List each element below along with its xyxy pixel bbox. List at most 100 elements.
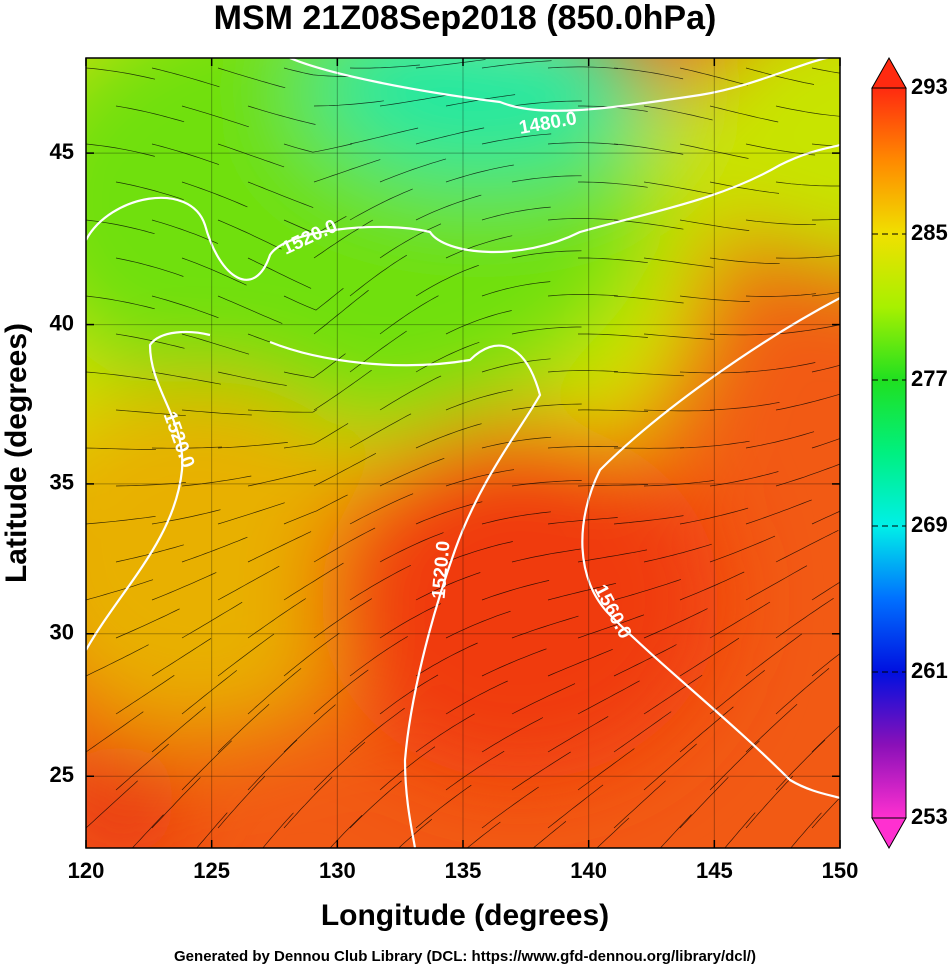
- streamline: [613, 515, 684, 525]
- streamline: [217, 703, 270, 753]
- x-tick-label: 140: [570, 858, 607, 883]
- streamline: [217, 143, 285, 168]
- streamline: [578, 333, 648, 338]
- streamline: [151, 706, 206, 753]
- streamline: [151, 143, 220, 165]
- streamline: [613, 711, 672, 753]
- streamline: [379, 375, 442, 411]
- streamline: [547, 446, 619, 449]
- contour: [86, 330, 211, 651]
- streamline: [415, 501, 483, 525]
- streamline: [613, 371, 684, 377]
- streamline: [151, 219, 219, 244]
- streamline: [577, 549, 647, 563]
- streamline: [547, 582, 617, 601]
- streamline: [547, 142, 618, 145]
- streamline: [181, 536, 248, 563]
- streamline: [415, 713, 475, 753]
- streamline: [679, 440, 750, 449]
- streamline: [578, 181, 648, 188]
- streamline: [196, 812, 228, 848]
- streamline: [217, 565, 280, 601]
- streamline: [217, 295, 283, 324]
- x-tick-label: 135: [445, 858, 482, 883]
- streamline: [115, 675, 175, 715]
- streamline: [709, 535, 776, 563]
- streamline: [613, 579, 682, 601]
- streamline: [349, 564, 411, 601]
- streamline: [643, 480, 714, 487]
- streamline: [775, 598, 834, 639]
- streamline: [775, 105, 840, 117]
- streamline: [151, 446, 223, 449]
- streamline: [445, 235, 513, 259]
- streamline: [709, 670, 765, 715]
- colorbar-extend: [871, 56, 907, 89]
- streamline: [313, 598, 372, 639]
- streamline: [415, 194, 482, 221]
- streamline: [745, 499, 812, 525]
- streamline: [86, 67, 156, 80]
- streamline: [415, 341, 480, 373]
- colorbar-tick-label: 261: [911, 658, 948, 683]
- streamline: [679, 219, 750, 231]
- streamline: [379, 295, 439, 335]
- streamline: [745, 219, 816, 226]
- streamline: [181, 601, 243, 639]
- streamline: [481, 133, 552, 145]
- streamline: [151, 295, 219, 319]
- streamline: [811, 67, 840, 74]
- colorbar-tick-label: 253: [911, 804, 948, 829]
- streamline: [181, 475, 252, 487]
- streamline: [283, 704, 336, 753]
- x-tick-label: 150: [822, 858, 859, 883]
- streamline: [745, 143, 816, 156]
- x-tick-label: 130: [319, 858, 356, 883]
- streamline: [115, 181, 184, 201]
- field: 1480.0 1520.0 1520.0 1520.0 1560.0: [86, 58, 840, 848]
- streamline: [547, 66, 618, 69]
- streamline: [481, 206, 551, 221]
- y-tick-label: 25: [50, 762, 74, 787]
- streamline: [614, 447, 685, 449]
- streamline: [679, 571, 745, 601]
- streamline: [511, 403, 582, 411]
- streamline: [151, 371, 221, 385]
- streamline: [709, 257, 780, 265]
- streamline: [181, 181, 248, 208]
- streamline: [349, 64, 420, 69]
- streamline: [415, 264, 479, 297]
- streamline: [313, 369, 372, 411]
- streamline: [349, 188, 413, 221]
- streamline: [679, 295, 750, 302]
- streamline: [349, 254, 407, 297]
- streamline: [181, 105, 249, 128]
- streamline: [709, 740, 760, 791]
- streamline: [547, 784, 604, 829]
- streamline: [643, 181, 713, 195]
- streamline: [151, 509, 221, 525]
- streamline: [151, 777, 201, 829]
- streamline: [547, 648, 613, 677]
- streamline: [115, 257, 184, 277]
- streamline: [115, 409, 186, 417]
- streamline: [643, 674, 703, 715]
- streamline: [86, 295, 155, 310]
- streamline: [415, 423, 482, 449]
- streamline: [445, 310, 512, 335]
- streamline: [115, 743, 169, 791]
- streamline: [283, 776, 333, 829]
- streamline: [283, 632, 340, 677]
- streamline: [812, 218, 840, 221]
- streamline: [577, 680, 640, 715]
- streamline: [86, 515, 156, 525]
- streamline: [481, 511, 551, 525]
- streamline: [547, 218, 618, 221]
- streamline: [511, 480, 582, 487]
- streamline: [481, 436, 552, 449]
- streamline: [247, 409, 318, 413]
- contour: [269, 340, 542, 848]
- streamline: [445, 680, 508, 715]
- streamline: [811, 143, 840, 147]
- streamline: [679, 507, 749, 525]
